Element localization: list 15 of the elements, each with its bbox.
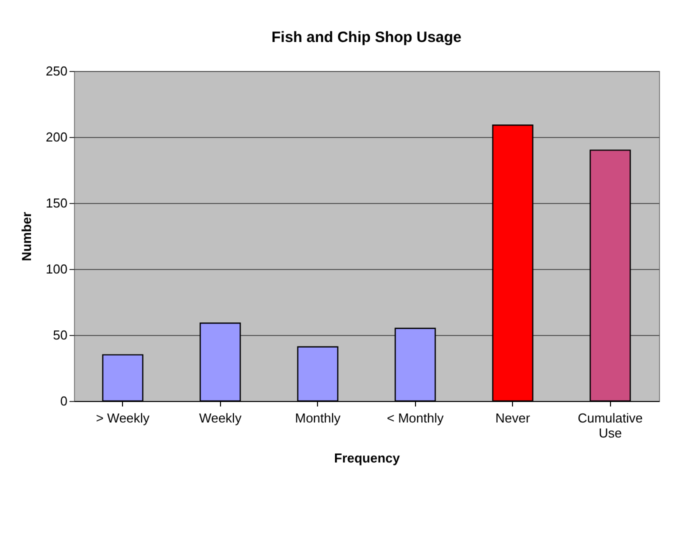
y-tick-label: 250 xyxy=(46,64,68,78)
x-tick-label: Cumulative Use xyxy=(578,410,643,440)
x-axis-title: Frequency xyxy=(334,450,401,466)
y-tick-label: 150 xyxy=(46,196,68,210)
y-axis-title: Number xyxy=(18,212,34,262)
y-tick-label: 200 xyxy=(46,130,68,144)
chart-title: Fish and Chip Shop Usage xyxy=(271,29,462,46)
y-tick-label: 100 xyxy=(46,262,68,276)
x-tick-label: Monthly xyxy=(294,410,342,426)
x-tick-label: > Weekly xyxy=(96,410,150,426)
x-tick-label: Never xyxy=(495,410,531,426)
y-tick-label: 0 xyxy=(60,394,68,408)
y-tick-label: 50 xyxy=(53,328,68,342)
x-tick-label: < Monthly xyxy=(386,410,444,426)
x-tick-label: Weekly xyxy=(199,410,242,426)
